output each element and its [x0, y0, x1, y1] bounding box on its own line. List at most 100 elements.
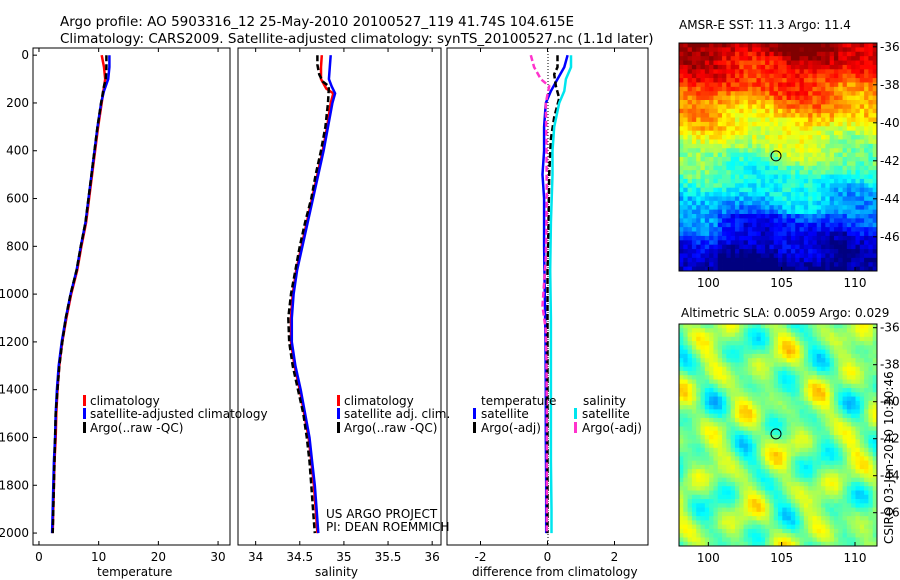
heatmap-cell [760, 161, 766, 167]
heatmap-cell [696, 174, 701, 180]
x-tick-label: 110 [844, 551, 867, 565]
heatmap-cell [722, 235, 727, 241]
heatmap-cell [816, 152, 822, 158]
heatmap-cell [868, 417, 874, 423]
heatmap-cell [846, 452, 852, 457]
heatmap-cell [700, 345, 706, 351]
heatmap-cell [842, 499, 848, 504]
heatmap-cell [838, 126, 843, 132]
heatmap-cell [709, 336, 714, 342]
heatmap-cell [756, 157, 762, 162]
heatmap-cell [700, 443, 706, 449]
heatmap-cell [859, 422, 865, 427]
heatmap-cell [829, 249, 835, 254]
heatmap-cell [752, 69, 757, 75]
heatmap-cell [700, 244, 706, 250]
heatmap-cell [752, 388, 757, 393]
heatmap-cell [872, 257, 878, 263]
heatmap-cell [752, 231, 757, 237]
legend-heading-temperature: temperature [481, 394, 556, 408]
heatmap-cell [700, 64, 706, 70]
heatmap-cell [825, 499, 831, 504]
heatmap-cell [691, 516, 697, 521]
heatmap-cell [760, 507, 766, 513]
heatmap-cell [704, 121, 710, 127]
heatmap-cell [782, 104, 787, 110]
heatmap-cell [808, 345, 813, 351]
heatmap-cell [855, 332, 861, 338]
heatmap-cell [722, 362, 727, 368]
heatmap-cell [752, 358, 757, 363]
heatmap-cell [782, 486, 787, 491]
heatmap-cell [864, 392, 869, 397]
heatmap-cell [868, 157, 874, 162]
heatmap-cell [683, 178, 688, 184]
heatmap-cell [778, 464, 783, 470]
heatmap-cell [756, 520, 762, 526]
heatmap-cell [734, 249, 740, 254]
heatmap-cell [795, 400, 800, 406]
heatmap-cell [816, 430, 822, 436]
heatmap-cell [691, 183, 697, 189]
heatmap-cell [696, 240, 701, 246]
heatmap-cell [864, 430, 869, 436]
heatmap-cell [838, 113, 843, 118]
heatmap-cell [713, 400, 719, 406]
heatmap-cell [687, 161, 693, 167]
heatmap-cell [726, 456, 732, 462]
heatmap-cell [691, 499, 697, 504]
heatmap-cell [872, 396, 878, 402]
heatmap-cell [838, 152, 843, 158]
heatmap-cell [752, 324, 757, 329]
heatmap-cell [739, 56, 744, 61]
heatmap-cell [864, 413, 869, 419]
heatmap-cell [679, 353, 684, 359]
heatmap-cell [812, 257, 818, 263]
heatmap-cell [722, 520, 727, 526]
heatmap-cell [730, 139, 736, 145]
heatmap-cell [730, 152, 736, 158]
heatmap-cell [778, 214, 783, 219]
legend-swatch [83, 408, 86, 419]
heatmap-cell [709, 379, 714, 385]
heatmap-cell [730, 262, 736, 268]
heatmap-cell [816, 214, 822, 219]
heatmap-cell [786, 192, 792, 197]
heatmap-cell [786, 47, 792, 53]
heatmap-cell [743, 257, 749, 263]
heatmap-cell [713, 165, 719, 171]
heatmap-cell [795, 253, 800, 259]
heatmap-cell [846, 490, 852, 496]
heatmap-cell [833, 400, 839, 406]
heatmap-cell [778, 413, 783, 419]
heatmap-cell [855, 537, 861, 543]
heatmap-cell [696, 73, 701, 79]
heatmap-cell [795, 486, 800, 491]
heatmap-cell [838, 121, 843, 127]
heatmap-cell [855, 435, 861, 440]
heatmap-cell [765, 464, 770, 470]
heatmap-cell [821, 152, 826, 158]
heatmap-cell [778, 161, 783, 167]
heatmap-cell [760, 417, 766, 423]
heatmap-cell [838, 443, 843, 449]
heatmap-cell [691, 422, 697, 427]
heatmap-cell [739, 503, 744, 508]
heatmap-cell [687, 152, 693, 158]
heatmap-cell [846, 209, 852, 215]
heatmap-cell [842, 430, 848, 436]
heatmap-cell [786, 405, 792, 410]
heatmap-cell [709, 51, 714, 57]
heatmap-cell [726, 494, 732, 500]
heatmap-cell [691, 349, 697, 355]
heatmap-cell [842, 82, 848, 88]
heatmap-cell [769, 100, 775, 105]
heatmap-cell [734, 78, 740, 83]
heatmap-cell [734, 51, 740, 57]
heatmap-cell [816, 196, 822, 202]
heatmap-cell [803, 520, 809, 526]
heatmap-cell [868, 533, 874, 538]
heatmap-cell [851, 121, 856, 127]
heatmap-cell [722, 218, 727, 224]
heatmap-cell [838, 196, 843, 202]
